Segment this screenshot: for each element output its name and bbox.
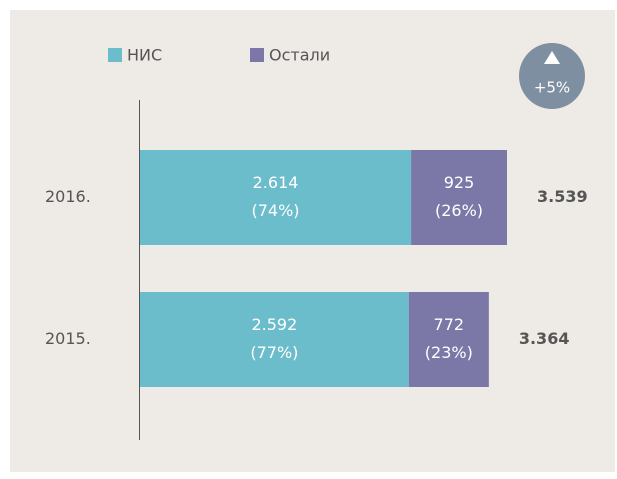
category-label: 2016. — [45, 187, 91, 206]
value-label: 925 — [444, 173, 475, 192]
legend-label: НИС — [127, 46, 162, 65]
share-label: (74%) — [252, 201, 300, 220]
share-label: (77%) — [250, 343, 298, 362]
share-label: (26%) — [435, 201, 483, 220]
legend-swatch — [108, 48, 122, 62]
total-label: 3.364 — [519, 329, 570, 348]
category-label: 2015. — [45, 329, 91, 348]
bar-segment — [408, 292, 489, 387]
legend-swatch — [250, 48, 264, 62]
share-label: (23%) — [425, 343, 473, 362]
change-badge — [519, 43, 585, 109]
bar-segment — [411, 150, 507, 245]
change-label: +5% — [534, 79, 570, 97]
up-arrow — [544, 51, 560, 64]
value-label: 2.614 — [253, 173, 299, 192]
total-label: 3.539 — [537, 187, 588, 206]
value-label: 772 — [434, 315, 465, 334]
bar-segment — [140, 292, 409, 387]
legend-label: Остали — [269, 46, 330, 65]
bar-segment — [140, 150, 412, 245]
value-label: 2.592 — [251, 315, 297, 334]
